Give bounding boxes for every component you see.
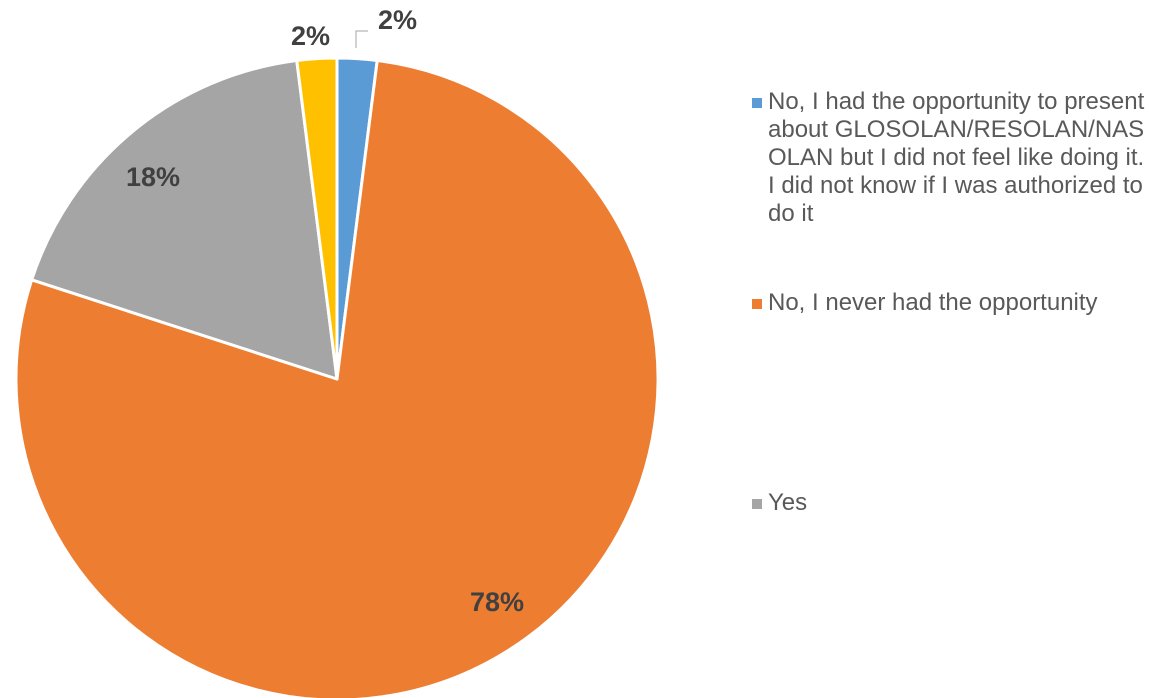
leader-line [355, 30, 368, 48]
slice-label-4: 2% [291, 21, 330, 51]
legend: No, I had the opportunity to present abo… [752, 0, 1150, 698]
legend-item-2: No, I never had the opportunity [752, 289, 1148, 317]
legend-label-2: No, I never had the opportunity [768, 289, 1098, 316]
slice-label-2: 78% [470, 587, 524, 617]
legend-label-3: Yes [768, 489, 808, 516]
slice-label-1: 2% [378, 5, 417, 35]
legend-swatch-2 [752, 299, 762, 309]
pie-chart: 2% 78% 18% 2% [14, 5, 660, 698]
pie-slice-3 [30, 59, 339, 381]
slice-label-3: 18% [126, 162, 180, 192]
pie-slices [14, 56, 660, 698]
legend-item-1: No, I had the opportunity to present abo… [752, 88, 1148, 228]
legend-swatch-1 [752, 98, 762, 108]
legend-swatch-3 [752, 499, 762, 509]
legend-item-3: Yes [752, 489, 1148, 517]
pie-labels: 2% 78% 18% 2% [126, 5, 524, 617]
pie-slice-4 [295, 56, 339, 381]
legend-label-1: No, I had the opportunity to present abo… [768, 88, 1145, 227]
